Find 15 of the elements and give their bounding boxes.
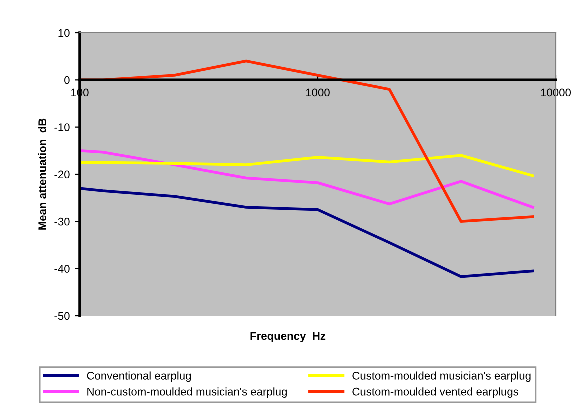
x-tick-label: 1000: [306, 88, 330, 97]
y-tick-label: -20: [54, 170, 70, 179]
x-tick-label: 10000: [541, 88, 572, 97]
y-tick-label: -10: [54, 124, 70, 132]
y-tick-label: -30: [54, 218, 70, 226]
x-axis-title: Frequency Hz: [250, 332, 326, 342]
legend-label: Custom-moulded vented earplugs: [352, 388, 518, 398]
y-tick-label: -40: [54, 265, 70, 273]
y-tick-label: -50: [54, 312, 70, 320]
y-axis-title: Mean attenuation dB: [38, 118, 46, 230]
y-tick-label: 10: [58, 29, 70, 38]
legend-label: Conventional earplug: [87, 372, 192, 382]
legend-label: Non-custom-moulded musician's earplug: [88, 388, 287, 398]
y-tick-label: 0: [64, 76, 70, 84]
legend-label: Custom-moulded musician's earplug: [352, 372, 531, 382]
